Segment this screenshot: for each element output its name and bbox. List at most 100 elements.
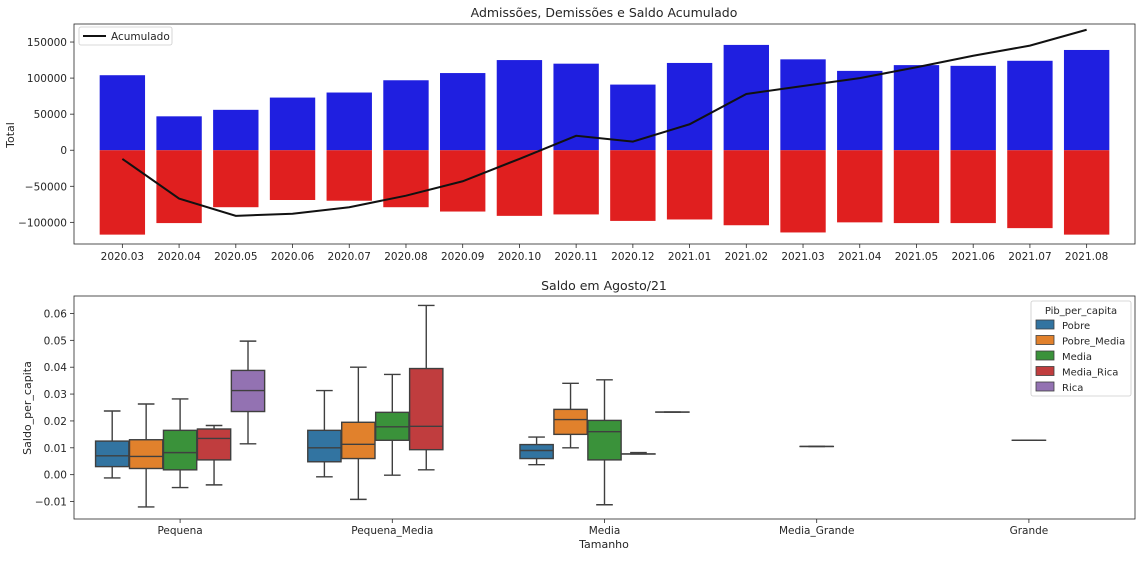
x-tick-label: 2020.10: [498, 251, 541, 263]
y-tick-label: −0.01: [35, 497, 67, 509]
admissions-bar-2021.07: [1007, 61, 1052, 150]
box-body: [520, 445, 553, 459]
legend-title: Pib_per_capita: [1045, 306, 1117, 317]
saldo-boxplot-chart: Saldo em Agosto/21 Saldo_per_capita Tama…: [21, 278, 1135, 551]
x-tick-label: 2020.08: [384, 251, 427, 263]
box-Pequena-Media_Rica: [197, 426, 230, 485]
dismissals-bar-2020.06: [270, 150, 315, 200]
admissions-bar-2020.05: [213, 110, 258, 150]
chart2-legend: Pib_per_capita PobrePobre_MediaMediaMedi…: [1031, 301, 1131, 396]
y-tick-label: 0.04: [44, 362, 68, 374]
legend-swatch-Pobre: [1036, 320, 1054, 329]
x-tick-label: 2021.03: [781, 251, 824, 263]
dismissals-bar-2020.11: [553, 150, 598, 214]
y-tick-label: 0.02: [44, 416, 67, 428]
box-body: [410, 369, 443, 450]
x-tick-label: 2020.07: [328, 251, 371, 263]
box-Pequena-Rica: [231, 341, 264, 444]
legend-label-Pobre_Media: Pobre_Media: [1062, 337, 1125, 348]
admissions-bar-2021.04: [837, 71, 882, 150]
legend-swatch-Rica: [1036, 382, 1054, 391]
box-Media-Pobre_Media: [554, 383, 587, 447]
legend-label-Media_Rica: Media_Rica: [1062, 368, 1118, 379]
box-Media-Pobre: [520, 437, 553, 465]
legend-label-acumulado: Acumulado: [111, 31, 170, 43]
dismissals-bar-2021.06: [951, 150, 996, 223]
box-body: [342, 422, 375, 458]
chart1-legend: Acumulado: [79, 27, 172, 45]
x-tick-label: Pequena: [157, 525, 202, 537]
box-Pequena-Media: [163, 399, 196, 488]
box-body: [197, 429, 230, 460]
legend-swatch-Pobre_Media: [1036, 336, 1054, 345]
admissions-bar-2021.01: [667, 63, 712, 150]
y-tick-label: 0.03: [44, 389, 67, 401]
admissions-bar-2020.09: [440, 73, 485, 150]
dismissals-bar-2021.05: [894, 150, 939, 223]
x-tick-label: 2020.09: [441, 251, 484, 263]
dismissals-bar-2020.10: [497, 150, 542, 216]
admissions-bar-2021.06: [951, 66, 996, 150]
admissions-chart: Admissões, Demissões e Saldo Acumulado T…: [4, 5, 1135, 263]
admissions-bar-2020.10: [497, 60, 542, 150]
dismissals-bar-2021.07: [1007, 150, 1052, 228]
admissions-bar-2020.06: [270, 98, 315, 151]
y-tick-label: 0.05: [44, 335, 67, 347]
x-tick-label: 2020.11: [554, 251, 597, 263]
chart2-ylabel: Saldo_per_capita: [21, 361, 34, 455]
box-Pequena_Media-Media: [376, 374, 409, 475]
chart1-ylabel: Total: [4, 122, 17, 149]
y-tick-label: 0.01: [44, 443, 67, 455]
y-tick-label: −50000: [25, 181, 67, 193]
dismissals-bar-2020.12: [610, 150, 655, 221]
box-Pequena_Media-Media_Rica: [410, 305, 443, 469]
box-body: [588, 420, 621, 459]
admissions-bar-2021.03: [780, 59, 825, 150]
chart2-title: Saldo em Agosto/21: [541, 278, 667, 293]
dismissals-bar-2021.08: [1064, 150, 1109, 234]
box-body: [96, 441, 129, 467]
x-tick-label: 2021.08: [1065, 251, 1108, 263]
box-Media-Media_Rica: [622, 453, 655, 454]
x-tick-label: 2020.12: [611, 251, 654, 263]
dismissals-bar-2020.05: [213, 150, 258, 207]
legend-swatch-Media: [1036, 351, 1054, 360]
legend-label-Rica: Rica: [1062, 383, 1083, 394]
x-tick-label: Media: [589, 525, 621, 537]
legend-label-Media: Media: [1062, 352, 1092, 363]
dismissals-bar-2021.03: [780, 150, 825, 232]
x-tick-label: 2020.06: [271, 251, 315, 263]
x-tick-label: 2021.07: [1008, 251, 1051, 263]
box-body: [554, 409, 587, 434]
box-body: [130, 440, 163, 469]
box-Media-Media: [588, 380, 621, 505]
y-tick-label: −100000: [18, 217, 67, 229]
y-tick-label: 0.00: [44, 470, 67, 482]
y-tick-label: 0.06: [44, 308, 68, 320]
y-tick-label: 0: [60, 145, 67, 157]
admissions-bar-2020.03: [100, 75, 145, 150]
box-Pequena-Pobre: [96, 411, 129, 478]
admissions-bar-2020.08: [383, 80, 428, 150]
x-tick-label: 2021.04: [838, 251, 882, 263]
admissions-bar-2021.08: [1064, 50, 1109, 150]
x-tick-label: 2021.06: [951, 251, 995, 263]
x-tick-label: 2020.03: [101, 251, 144, 263]
box-Pequena_Media-Pobre_Media: [342, 367, 375, 499]
x-tick-label: 2020.04: [157, 251, 201, 263]
chart2-xlabel: Tamanho: [578, 538, 629, 551]
x-tick-label: 2021.02: [725, 251, 768, 263]
x-tick-label: Pequena_Media: [351, 525, 433, 537]
x-tick-label: 2021.05: [895, 251, 938, 263]
dismissals-bar-2021.01: [667, 150, 712, 219]
admissions-bar-2020.07: [327, 93, 372, 151]
y-tick-label: 50000: [34, 109, 67, 121]
box-body: [308, 430, 341, 461]
legend-swatch-Media_Rica: [1036, 367, 1054, 376]
dismissals-bar-2020.07: [327, 150, 372, 200]
x-tick-label: Grande: [1010, 525, 1049, 537]
acumulado-line: [122, 30, 1086, 216]
x-tick-label: 2020.05: [214, 251, 257, 263]
y-tick-label: 100000: [27, 73, 67, 85]
